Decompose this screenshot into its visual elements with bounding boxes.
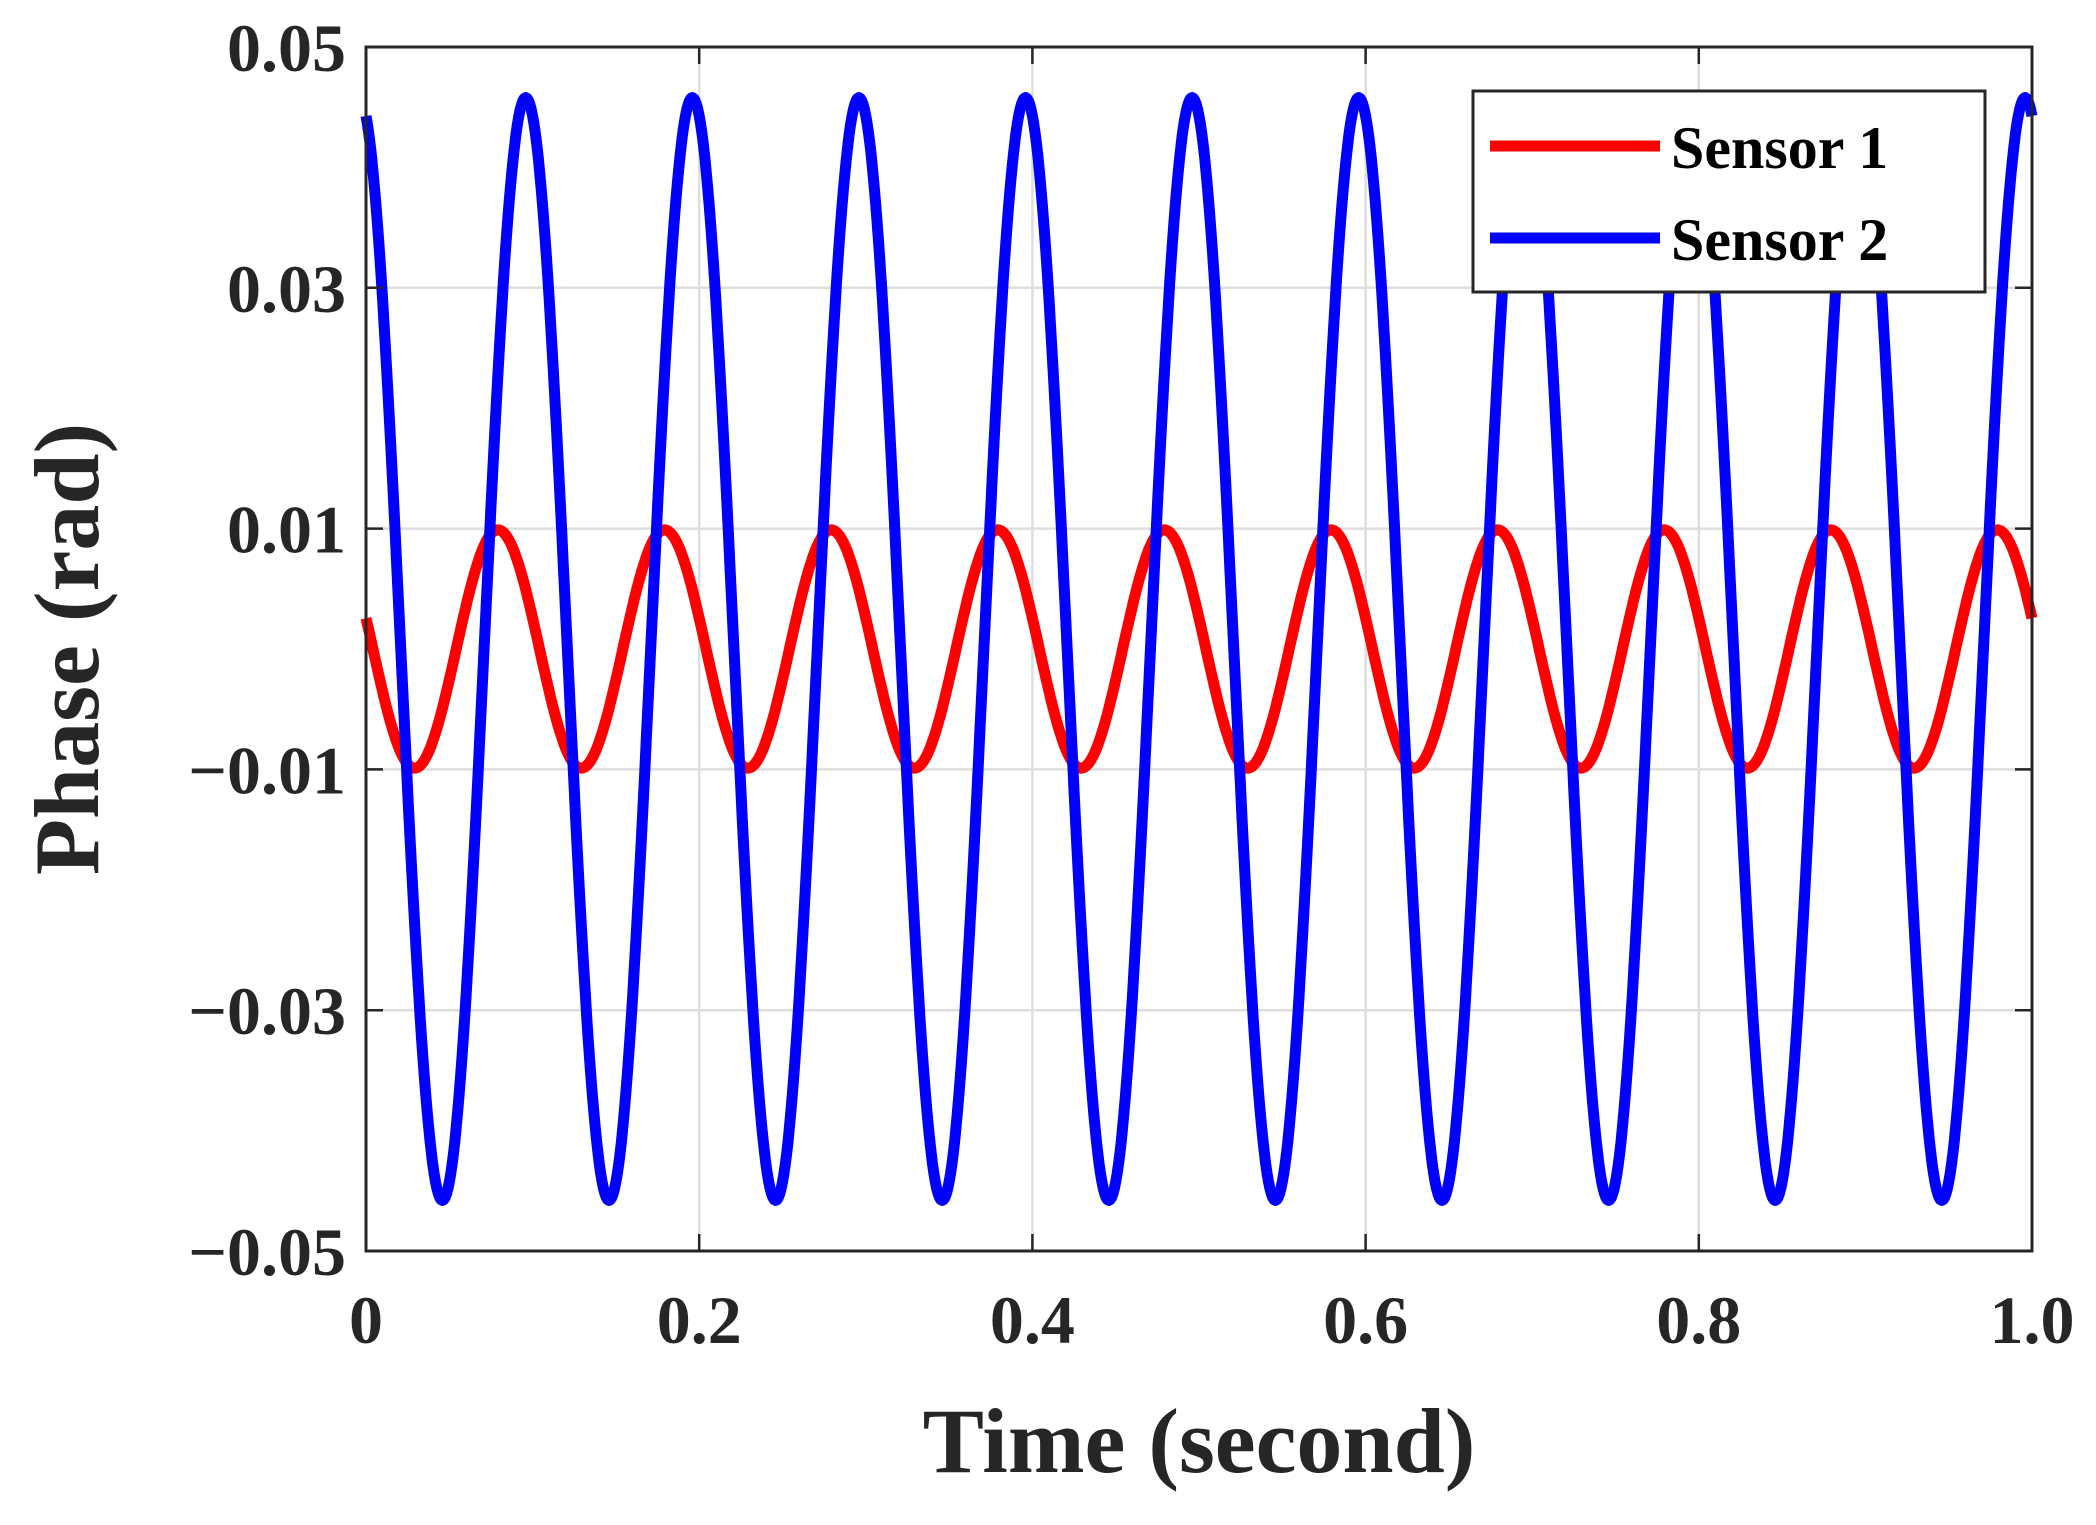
legend-box xyxy=(1471,89,1987,294)
x-axis-label: Time (second) xyxy=(923,1390,1476,1492)
y-tick-label: 0.03 xyxy=(227,251,346,327)
x-tick-label: 1.0 xyxy=(1990,1282,2075,1358)
x-tick-label: 0.8 xyxy=(1656,1282,1741,1358)
x-tick-label: 0.4 xyxy=(990,1282,1075,1358)
legend-label-sensor-1: Sensor 1 xyxy=(1671,115,1888,181)
x-tick-label: 0.2 xyxy=(657,1282,742,1358)
y-tick-label: −0.01 xyxy=(188,732,346,808)
series-line-sensor-2 xyxy=(360,92,2038,1206)
x-tick-label: 0 xyxy=(349,1282,383,1358)
x-tick-label: 0.6 xyxy=(1323,1282,1408,1358)
plot-frame xyxy=(364,45,2034,1253)
y-tick-label: −0.03 xyxy=(188,973,346,1049)
y-tick-label: −0.05 xyxy=(188,1214,346,1290)
x-tick-labels: 0 0.2 0.4 0.6 0.8 1.0 xyxy=(349,1282,2075,1358)
series-line-sensor-1 xyxy=(360,524,2038,774)
legend-label-sensor-2: Sensor 2 xyxy=(1671,207,1888,273)
y-tick-labels: 0.05 0.03 0.01 −0.01 −0.03 −0.05 xyxy=(188,10,346,1290)
y-tick-label: 0.05 xyxy=(227,10,346,86)
y-tick-label: 0.01 xyxy=(227,492,346,568)
ticks xyxy=(364,45,2034,1253)
y-axis-label: Phase (rad) xyxy=(16,423,118,875)
series-layer xyxy=(360,92,2038,1206)
legend: Sensor 1 Sensor 2 xyxy=(1471,89,1987,294)
